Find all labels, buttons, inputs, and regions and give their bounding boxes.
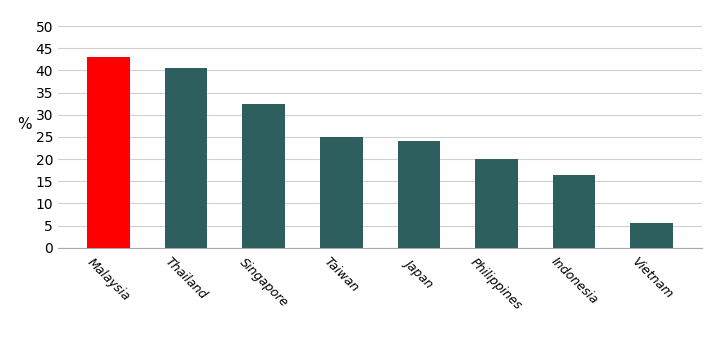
Bar <box>165 68 208 248</box>
Bar <box>552 174 595 248</box>
Y-axis label: %: % <box>17 117 32 132</box>
Bar <box>87 57 130 248</box>
Bar <box>397 141 440 248</box>
Bar <box>243 104 285 248</box>
Bar <box>475 159 518 248</box>
Bar <box>320 137 363 248</box>
Bar <box>631 223 673 248</box>
